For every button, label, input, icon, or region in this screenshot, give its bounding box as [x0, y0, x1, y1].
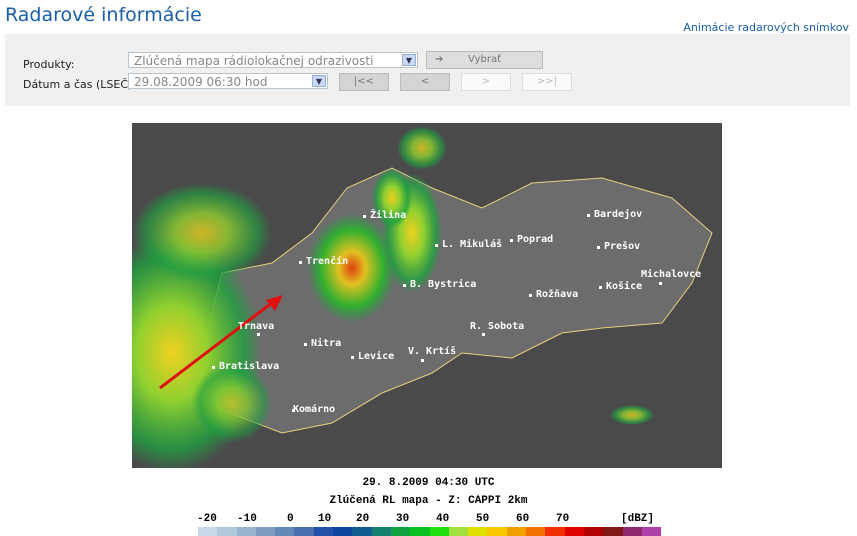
color-swatch	[294, 527, 314, 536]
color-swatch	[371, 527, 391, 536]
next-button[interactable]: >	[461, 73, 511, 91]
city-label: Rožňava	[536, 289, 579, 300]
last-button[interactable]: >>|	[522, 73, 572, 91]
city-label: V. Krtíš	[408, 346, 457, 357]
page-title: Radarové informácie	[5, 4, 202, 26]
color-swatch	[333, 527, 353, 536]
color-swatch	[448, 527, 469, 536]
legend-tick: 20	[356, 513, 370, 525]
datetime-label: Dátum a čas (LSEČ):	[23, 78, 136, 91]
products-label: Produkty:	[23, 58, 75, 71]
city-label: Poprad	[517, 234, 554, 245]
color-swatch	[236, 527, 256, 536]
datetime-value: 29.08.2009 06:30 hod	[134, 75, 268, 89]
chevron-down-icon[interactable]: ▼	[312, 75, 326, 87]
color-scale	[198, 527, 662, 536]
city-label: Komárno	[293, 404, 336, 415]
legend-tick: 10	[318, 513, 332, 525]
city-marker	[597, 246, 600, 249]
city-marker	[587, 214, 590, 217]
color-swatch	[506, 527, 527, 536]
city-label: Bratislava	[219, 361, 280, 372]
color-swatch	[352, 527, 372, 536]
color-swatch	[622, 527, 642, 536]
city-label: Michalovce	[641, 269, 702, 280]
legend-tick: 0	[287, 513, 294, 525]
city-marker	[299, 261, 302, 264]
arrow-head-icon	[266, 295, 283, 311]
legend-tick: 50	[476, 513, 490, 525]
city-marker	[435, 244, 438, 247]
color-swatch	[641, 527, 662, 536]
city-label: Nitra	[311, 338, 342, 349]
legend-tick: 30	[396, 513, 410, 525]
legend-tick: 70	[556, 513, 570, 525]
color-swatch	[217, 527, 237, 536]
city-marker	[212, 366, 215, 369]
animation-link[interactable]: Animácie radarových snímkov	[683, 21, 849, 34]
products-select[interactable]: Zlúčená mapa rádiolokačnej odrazivosti ▼	[128, 52, 418, 68]
legend-unit: [dBZ]	[621, 513, 655, 525]
chevron-down-icon[interactable]: ▼	[402, 54, 416, 66]
first-button[interactable]: |<<	[339, 73, 389, 91]
color-swatch	[468, 527, 488, 536]
city-marker	[304, 343, 307, 346]
city-label: Trenčín	[306, 256, 349, 267]
city-marker	[421, 359, 424, 362]
city-marker	[599, 286, 602, 289]
color-swatch	[275, 527, 295, 536]
red-arrow	[159, 297, 278, 390]
legend-tick: -20	[197, 513, 217, 525]
city-marker	[510, 239, 513, 242]
color-swatch	[255, 527, 276, 536]
city-label: Košice	[606, 281, 643, 292]
city-label: Levice	[358, 351, 395, 362]
city-marker	[292, 409, 295, 412]
color-swatch	[603, 527, 623, 536]
color-swatch	[410, 527, 430, 536]
legend-tick: -10	[237, 513, 257, 525]
filter-panel: Produkty: Zlúčená mapa rádiolokačnej odr…	[5, 34, 850, 106]
color-swatch	[545, 527, 565, 536]
color-swatch	[487, 527, 507, 536]
select-button[interactable]: ➔ Vybrať	[426, 51, 543, 69]
color-swatch	[429, 527, 449, 536]
city-label: Bardejov	[594, 209, 643, 220]
prev-button[interactable]: <	[400, 73, 450, 91]
color-swatch	[198, 527, 218, 536]
city-marker	[482, 333, 485, 336]
city-label: Trnava	[238, 321, 275, 332]
city-marker	[257, 333, 260, 336]
color-swatch	[583, 527, 604, 536]
city-marker	[363, 215, 366, 218]
radar-map: Žilina Trenčín L. Mikuláš Poprad Bardejov Pre…	[132, 123, 722, 468]
color-swatch	[313, 527, 334, 536]
city-marker	[529, 294, 532, 297]
select-button-label: Vybrať	[468, 54, 501, 65]
map-time: 29. 8.2009 04:30 UTC	[362, 477, 495, 489]
city-marker	[659, 282, 662, 285]
city-marker	[403, 284, 406, 287]
city-label: Žilina	[370, 210, 407, 221]
map-product: Zlúčená RL mapa - Z: CAPPI 2km	[329, 495, 528, 507]
products-value: Zlúčená mapa rádiolokačnej odrazivosti	[134, 54, 374, 68]
city-marker	[351, 356, 354, 359]
map-graphics	[132, 126, 713, 468]
city-label: B. Bystrica	[410, 279, 477, 290]
city-label: R. Sobota	[470, 321, 525, 332]
city-label: Prešov	[604, 241, 641, 252]
arrow-right-icon: ➔	[435, 54, 444, 65]
legend-tick: 40	[436, 513, 450, 525]
color-swatch	[390, 527, 411, 536]
city-label: L. Mikuláš	[442, 239, 503, 250]
datetime-select[interactable]: 29.08.2009 06:30 hod ▼	[128, 73, 328, 89]
color-swatch	[526, 527, 546, 536]
color-swatch	[564, 527, 584, 536]
legend-tick: 60	[516, 513, 530, 525]
